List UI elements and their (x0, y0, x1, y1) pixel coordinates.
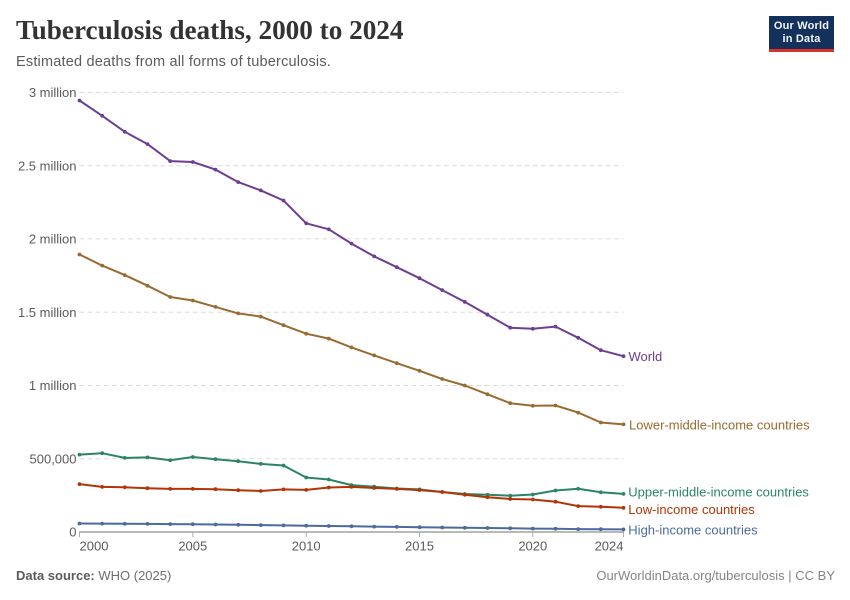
svg-text:2 million: 2 million (29, 232, 77, 247)
svg-text:2010: 2010 (292, 538, 321, 553)
svg-text:2020: 2020 (518, 538, 547, 553)
svg-text:Upper-middle-income countries: Upper-middle-income countries (628, 484, 809, 499)
svg-text:Lower-middle-income countries: Lower-middle-income countries (629, 418, 810, 433)
svg-text:2.5 million: 2.5 million (18, 158, 77, 173)
svg-text:2024: 2024 (595, 538, 624, 553)
svg-text:0: 0 (69, 525, 76, 540)
svg-text:500,000: 500,000 (30, 451, 77, 466)
svg-text:Low-income countries: Low-income countries (628, 502, 755, 517)
svg-text:2005: 2005 (178, 538, 207, 553)
svg-text:1 million: 1 million (29, 378, 77, 393)
svg-text:2015: 2015 (405, 538, 434, 553)
svg-text:2000: 2000 (80, 538, 109, 553)
svg-text:3 million: 3 million (29, 85, 77, 100)
svg-text:World: World (629, 349, 663, 364)
svg-text:High-income countries: High-income countries (628, 523, 758, 538)
svg-text:1.5 million: 1.5 million (18, 305, 77, 320)
